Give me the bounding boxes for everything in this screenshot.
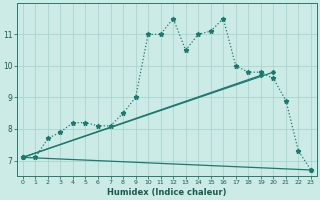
X-axis label: Humidex (Indice chaleur): Humidex (Indice chaleur) [107,188,227,197]
